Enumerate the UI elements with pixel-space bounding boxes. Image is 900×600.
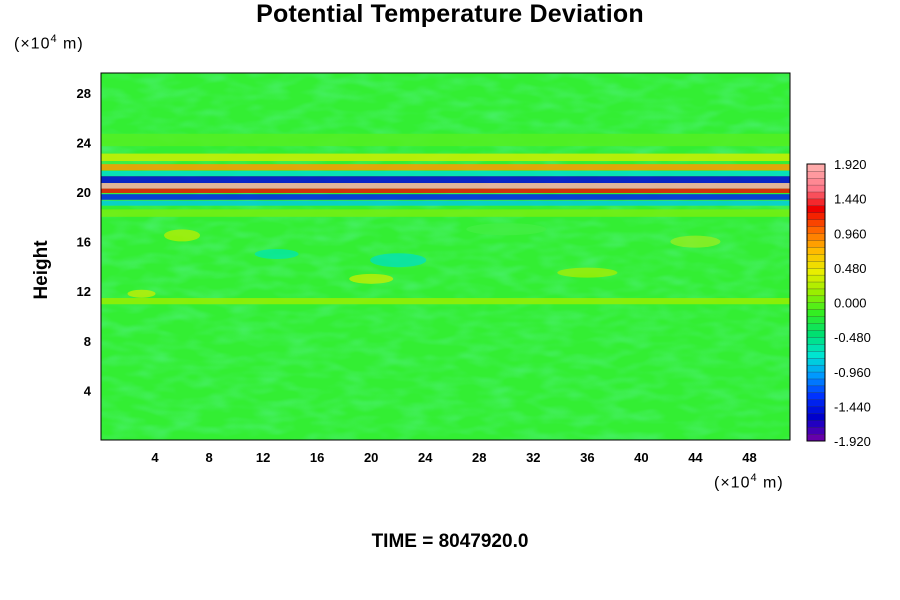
colorbar-label: -0.960 [834,365,871,380]
band-orange [101,164,790,171]
colorbar-label: 1.440 [834,192,867,207]
colorbar-label: 0.000 [834,296,867,311]
band-light [101,133,790,147]
colorbar-cell [806,198,826,206]
field-blob [670,235,721,248]
heatmap-field [100,72,791,441]
colorbar-cell [806,378,826,387]
colorbar-cell [806,413,826,421]
colorbar-cell [806,274,826,283]
colorbar-cell [806,426,826,435]
x-tick-label: 16 [310,450,324,465]
y-tick-label: 8 [84,334,91,349]
x-tick-label: 8 [205,450,212,465]
colorbar-cell [806,371,826,380]
x-axis-ticks: 4 8 12 16 20 24 28 32 36 40 44 48 [151,450,756,465]
colorbar-cell [806,191,826,200]
x-tick-label: 32 [526,450,540,465]
time-footer: TIME = 8047920.0 [371,531,529,552]
colorbar-cell [806,295,826,303]
field-blob [127,289,156,298]
band-lime [101,209,790,217]
colorbar-cell [806,281,826,290]
colorbar-cell [806,267,826,276]
field-blob [254,249,299,260]
y-tick-label: 12 [77,284,91,299]
chart-title: Potential Temperature Deviation [256,0,644,28]
colorbar-label: 1.920 [834,157,867,172]
colorbar-cell [806,420,826,428]
band-blue [101,176,790,184]
y-tick-label: 28 [77,86,91,101]
y-tick-label: 20 [77,185,91,200]
colorbar-cell [806,433,826,442]
colorbar-cell [806,357,826,366]
colorbar-cell [806,260,826,269]
colorbar-cell [806,226,826,234]
y-axis-unit: (×104 m) [14,33,84,53]
field-blob [557,267,618,278]
colorbar-frame [806,163,826,442]
band-blue-lower [101,194,790,200]
plot-frame [100,72,791,441]
colorbar-cell [806,309,826,317]
field-blob [466,223,547,236]
colorbar-cell [806,240,826,248]
band-yellow [101,153,790,162]
colorbar-cell [806,246,826,255]
band-red [101,188,790,193]
colorbar-cell [806,350,826,359]
colorbar-cell [806,233,826,241]
colorbar-cell [806,205,826,213]
colorbar-cell [806,316,826,324]
x-tick-label: 24 [418,450,433,465]
x-tick-label: 12 [256,450,270,465]
colorbar-cell [806,399,826,407]
x-tick-label: 4 [151,450,159,465]
field-blob [164,229,201,242]
colorbar: 1.920 1.440 0.960 0.480 0.000 -0.480 -0.960 -1.… [806,157,871,449]
x-tick-label: 48 [742,450,756,465]
y-tick-label: 16 [77,235,91,250]
field-blob [370,253,427,268]
band-cyan-lower [101,200,790,206]
colorbar-cell [806,170,826,179]
colorbar-label: 0.480 [834,261,867,276]
x-tick-label: 36 [580,450,594,465]
colorbar-cell [806,385,826,393]
colorbar-cell [806,406,826,414]
colorbar-cell [806,184,826,193]
colorbar-cell [806,288,826,297]
y-tick-label: 4 [84,383,92,398]
band-pink [101,183,790,189]
band-lower-lime [101,298,790,305]
colorbar-label: -1.440 [834,399,871,414]
y-tick-label: 24 [77,135,92,150]
colorbar-cell [806,219,826,227]
colorbar-cell [806,330,826,338]
field-blob [349,273,394,284]
colorbar-cell [806,343,826,352]
x-tick-label: 44 [688,450,703,465]
x-axis-unit: (×104 m) [714,472,784,492]
colorbar-cell [806,253,826,262]
colorbar-cell [806,323,826,331]
band-cyan [101,170,790,176]
colorbar-cell [806,302,826,310]
colorbar-cell [806,163,826,172]
colorbar-label: -1.920 [834,434,871,449]
field-texture [101,73,790,440]
x-tick-label: 20 [364,450,378,465]
x-tick-label: 40 [634,450,648,465]
colorbar-cell [806,336,826,345]
colorbar-cell [806,392,826,400]
x-tick-label: 28 [472,450,486,465]
colorbar-cell [806,364,826,373]
colorbar-label: -0.480 [834,330,871,345]
y-axis-ticks: 4 8 12 16 20 24 28 [77,86,92,399]
colorbar-cell [806,212,826,220]
colorbar-label: 0.960 [834,226,867,241]
colorbar-cell [806,177,826,186]
